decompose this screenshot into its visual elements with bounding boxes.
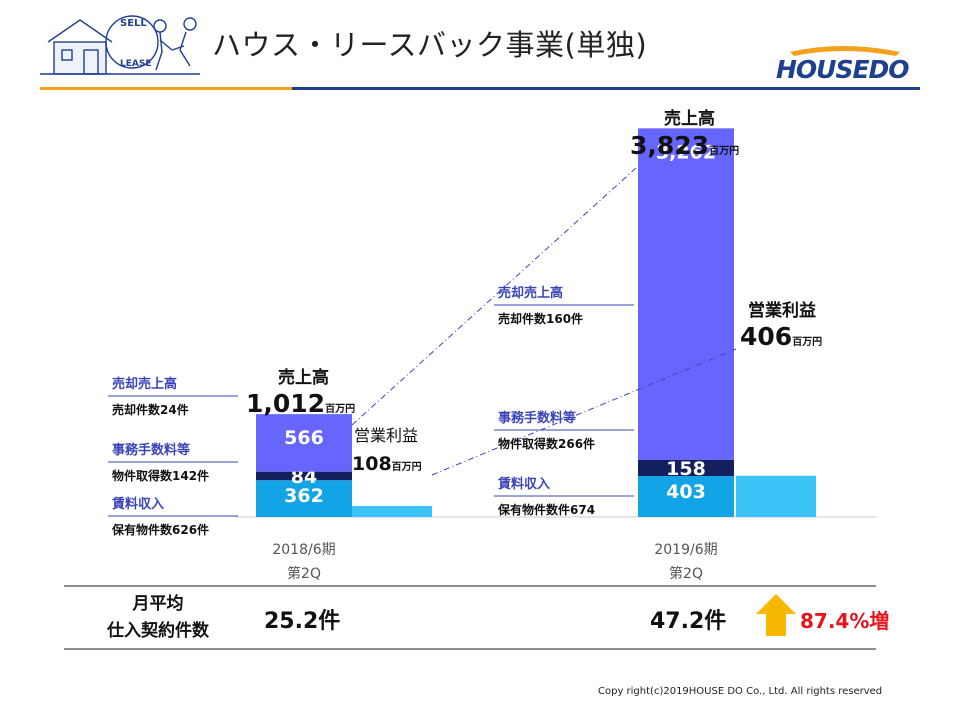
legend-sublabel: 売却件数160件 <box>498 311 583 326</box>
profit-total-2018: 108百万円 <box>352 453 422 475</box>
sales-total-2019: 3,823百万円 <box>630 131 739 160</box>
monthly-value-2019: 47.2件 <box>650 609 726 634</box>
legend-label: 事務手数料等 <box>498 410 576 426</box>
page-title: ハウス・リースバック事業(単独) <box>212 28 648 62</box>
x-tick-label: 第2Q <box>287 565 321 582</box>
bar-segment <box>256 471 352 481</box>
legend-label: 売却売上高 <box>498 285 563 301</box>
svg-text:SELL: SELL <box>120 18 147 29</box>
legend-label: 事務手数料等 <box>112 442 190 458</box>
sell-lease-house-icon: SELL LEASE <box>40 15 200 75</box>
monthly-value-2018: 25.2件 <box>264 609 340 634</box>
profit-bar <box>736 475 816 517</box>
svg-text:LEASE: LEASE <box>120 59 151 69</box>
housedo-logo-icon: HOUSEDO <box>776 46 910 84</box>
legend-label: 売却売上高 <box>112 376 177 392</box>
legend-sublabel: 物件取得数142件 <box>112 468 209 483</box>
growth-up-arrow-icon <box>756 594 796 636</box>
company-logo: HOUSEDO <box>772 44 912 84</box>
sales-label-2018: 売上高 <box>278 367 329 388</box>
data-label: 158 <box>666 458 706 480</box>
legend-right: 売却売上高売却件数160件事務手数料等物件取得数266件賃料収入保有物件数件67… <box>494 285 634 517</box>
profit-bar <box>352 506 432 517</box>
data-label: 3,262 <box>656 141 716 163</box>
data-label: 566 <box>284 427 324 449</box>
sales-label-2019: 売上高 <box>664 108 715 129</box>
bar-segment <box>638 459 734 477</box>
legend-sublabel: 保有物件数626件 <box>111 522 209 537</box>
monthly-label-line2: 仕入契約件数 <box>106 620 210 641</box>
monthly-label-line1: 月平均 <box>132 593 184 614</box>
data-label: 362 <box>284 485 324 507</box>
profit-growth-connector <box>431 348 737 476</box>
svg-text:HOUSEDO: HOUSEDO <box>776 55 909 84</box>
data-label: 403 <box>666 481 706 503</box>
legend-label: 賃料収入 <box>497 476 550 492</box>
profit-total-2019: 406百万円 <box>740 322 822 351</box>
title-underline-blue <box>292 87 920 90</box>
sales-growth-connector <box>351 167 637 426</box>
x-tick-label: 2019/6期 <box>654 542 717 558</box>
profit-label-2018: 営業利益 <box>354 426 418 445</box>
title-underline-orange <box>40 87 292 90</box>
bar-segment <box>256 414 352 472</box>
bar-segment <box>638 476 734 517</box>
legend-sublabel: 保有物件数件674 <box>497 502 595 517</box>
header-illustration: SELL LEASE <box>40 6 200 80</box>
profit-label-2019: 営業利益 <box>748 300 816 321</box>
bar-segment <box>256 480 352 517</box>
legend-label: 賃料収入 <box>111 496 164 512</box>
legend-sublabel: 物件取得数266件 <box>498 436 595 451</box>
copyright-notice: Copy right(c)2019HOUSE DO Co., Ltd. All … <box>598 686 883 697</box>
bar-segment <box>638 128 734 460</box>
sales-total-2018: 1,012百万円 <box>246 389 355 418</box>
legend-sublabel: 売却件数24件 <box>112 402 189 417</box>
growth-rate: 87.4%増 <box>800 609 889 633</box>
x-tick-label: 第2Q <box>669 565 703 582</box>
x-tick-label: 2018/6期 <box>272 542 335 558</box>
